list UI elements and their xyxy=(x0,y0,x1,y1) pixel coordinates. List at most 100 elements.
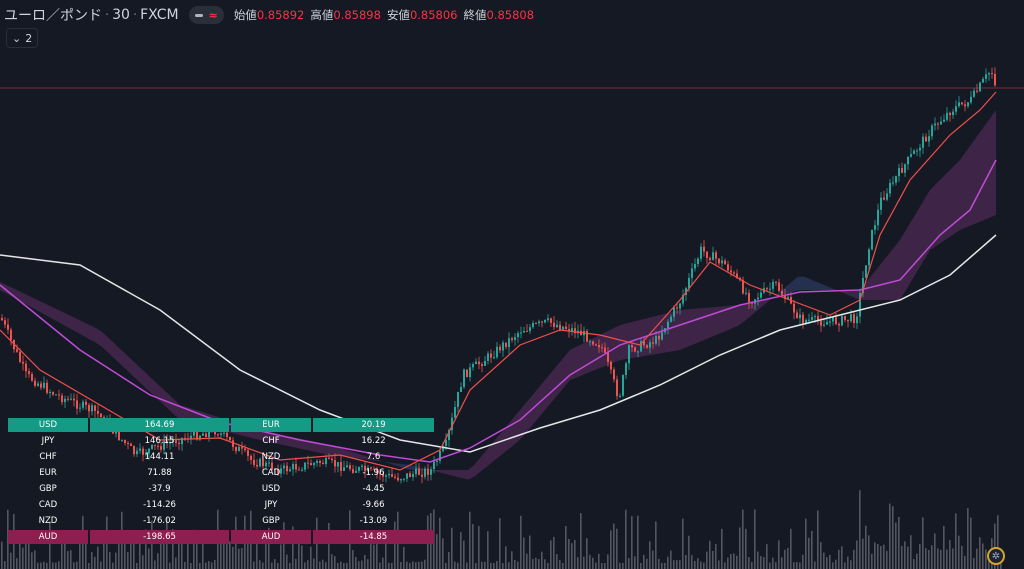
cloud-segment xyxy=(504,422,510,453)
volume-bar xyxy=(160,542,162,569)
candle-body xyxy=(643,341,645,346)
volume-bar xyxy=(385,536,387,569)
candle-body xyxy=(139,448,141,451)
volume-bar xyxy=(859,490,861,569)
candle-body xyxy=(610,361,612,370)
volume-bar xyxy=(793,562,795,569)
legend-toggle-pill[interactable]: ≈ xyxy=(188,6,224,24)
cloud-segment xyxy=(924,190,930,260)
volume-bar xyxy=(874,542,876,569)
volume-bar xyxy=(490,562,492,569)
volume-bar xyxy=(973,558,975,569)
volume-bar xyxy=(277,562,279,569)
volume-bar xyxy=(958,535,960,569)
cloud-segment xyxy=(912,210,918,280)
settings-gear-icon[interactable]: ✲ xyxy=(987,547,1005,565)
candle-body xyxy=(316,460,318,464)
volume-bar xyxy=(262,562,264,569)
candle-body xyxy=(946,112,948,120)
right-value: 16.22 xyxy=(361,436,386,446)
candle-body xyxy=(4,320,6,325)
cloud-segment xyxy=(456,470,462,478)
volume-bar xyxy=(772,557,774,569)
right-currency: USD xyxy=(261,484,281,494)
volume-bar xyxy=(901,545,903,569)
volume-bar xyxy=(379,562,381,569)
volume-bar xyxy=(94,556,96,569)
candle-body xyxy=(784,294,786,299)
volume-bar xyxy=(136,562,138,569)
candle-body xyxy=(640,341,642,352)
strength-row: CAD -114.26 JPY -9.66 xyxy=(8,498,434,512)
volume-bar xyxy=(733,553,735,569)
volume-bar xyxy=(535,557,537,569)
volume-bar xyxy=(667,556,669,569)
candle-body xyxy=(715,252,717,259)
cloud-segment xyxy=(930,184,936,250)
candle-body xyxy=(841,315,843,326)
volume-bar xyxy=(19,537,21,569)
candle-body xyxy=(544,319,546,323)
candle-body xyxy=(394,476,396,478)
candle-body xyxy=(418,468,420,475)
volume-bar xyxy=(112,562,114,569)
candle-body xyxy=(811,317,813,320)
candle-body xyxy=(493,357,495,359)
volume-bar xyxy=(520,515,522,569)
candle-body xyxy=(460,386,462,392)
cloud-segment xyxy=(468,465,474,480)
volume-bar xyxy=(307,560,309,569)
volume-bar xyxy=(994,523,996,569)
volume-bar xyxy=(238,548,240,569)
candle-body xyxy=(877,209,879,226)
candle-body xyxy=(733,272,735,274)
volume-bar xyxy=(559,560,561,569)
separator-dot: · xyxy=(132,7,138,23)
candle-body xyxy=(310,463,312,466)
volume-bar xyxy=(283,522,285,569)
cloud-segment xyxy=(936,178,942,246)
timeframe-label[interactable]: 30 xyxy=(112,7,130,23)
candle-body xyxy=(406,473,408,479)
candle-body xyxy=(244,448,246,451)
volume-bar xyxy=(424,559,426,569)
volume-bar xyxy=(601,562,603,569)
candle-body xyxy=(490,353,492,358)
volume-bar xyxy=(976,548,978,569)
cloud-segment xyxy=(906,220,912,290)
volume-bar xyxy=(304,562,306,569)
candle-body xyxy=(622,375,624,396)
indicators-collapse-button[interactable]: ⌄ 2 xyxy=(6,28,39,48)
candle-body xyxy=(487,353,489,361)
candle-body xyxy=(868,249,870,266)
candle-body xyxy=(883,197,885,200)
volume-bar xyxy=(268,527,270,569)
volume-bar xyxy=(229,541,231,569)
cloud-segment xyxy=(324,443,330,455)
volume-bar xyxy=(241,548,243,569)
cloud-segment xyxy=(342,448,348,458)
volume-bar xyxy=(577,557,579,569)
volume-bar xyxy=(226,533,228,569)
candle-body xyxy=(367,467,369,472)
candle-body xyxy=(25,363,27,372)
candle-body xyxy=(616,379,618,397)
symbol-name[interactable]: ユーロ／ポンド xyxy=(4,8,102,24)
candle-body xyxy=(292,464,294,470)
candle-body xyxy=(451,417,453,431)
left-currency: USD xyxy=(8,418,88,432)
volume-bar xyxy=(892,506,894,569)
candle-body xyxy=(601,347,603,349)
candle-body xyxy=(727,264,729,271)
cloud-segment xyxy=(480,450,486,472)
candle-body xyxy=(358,467,360,471)
volume-bar xyxy=(844,562,846,569)
left-value: -176.02 xyxy=(143,516,176,526)
volume-bar xyxy=(145,529,147,569)
candle-body xyxy=(361,465,363,468)
candle-body xyxy=(778,282,780,291)
cloud-segment xyxy=(684,309,690,349)
volume-bar xyxy=(190,562,192,569)
candle-body xyxy=(553,322,555,328)
cloud-segment xyxy=(990,110,996,218)
